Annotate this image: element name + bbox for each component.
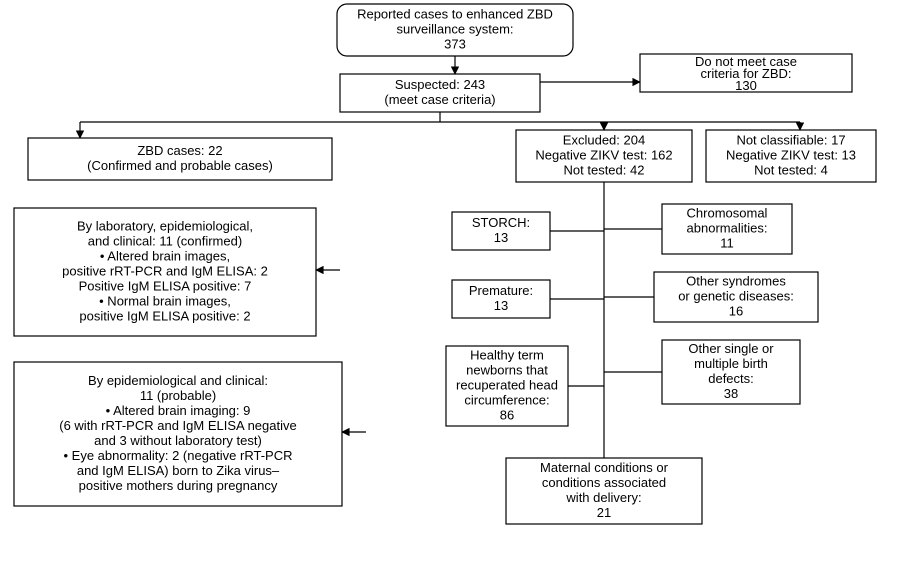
node-text: newborns that bbox=[466, 363, 548, 378]
node-text: positive mothers during pregnancy bbox=[79, 478, 278, 493]
node-text: positive IgM ELISA positive: 2 bbox=[79, 309, 250, 324]
node-text: Maternal conditions or bbox=[540, 460, 669, 475]
node-text: and clinical: 11 (confirmed) bbox=[88, 234, 242, 249]
node-text: 13 bbox=[494, 298, 508, 313]
node-text: (Confirmed and probable cases) bbox=[87, 158, 273, 173]
node-text: circumference: bbox=[464, 393, 549, 408]
node-text: • Normal brain images, bbox=[99, 294, 231, 309]
node-text: defects: bbox=[708, 371, 754, 386]
node-nomeet: Do not meet casecriteria for ZBD:130 bbox=[640, 54, 852, 93]
node-text: • Altered brain images, bbox=[100, 249, 230, 264]
node-storch: STORCH:13 bbox=[452, 212, 550, 250]
node-text: positive rRT-PCR and IgM ELISA: 2 bbox=[62, 264, 268, 279]
node-text: multiple birth bbox=[694, 356, 768, 371]
node-text: • Altered brain imaging: 9 bbox=[106, 403, 251, 418]
node-text: conditions associated bbox=[542, 475, 666, 490]
node-text: (6 with rRT-PCR and IgM ELISA negative bbox=[59, 418, 296, 433]
node-reported: Reported cases to enhanced ZBDsurveillan… bbox=[337, 4, 573, 56]
node-text: Other single or bbox=[688, 341, 774, 356]
node-text: and IgM ELISA) born to Zika virus– bbox=[77, 463, 280, 478]
node-text: Healthy term bbox=[470, 348, 544, 363]
node-text: 11 (probable) bbox=[140, 388, 216, 403]
node-zbd: ZBD cases: 22(Confirmed and probable cas… bbox=[28, 138, 332, 180]
node-chrom: Chromosomalabnormalities:11 bbox=[662, 204, 792, 254]
node-suspected: Suspected: 243(meet case criteria) bbox=[340, 74, 540, 112]
node-text: 373 bbox=[444, 37, 466, 52]
node-notclass: Not classifiable: 17Negative ZIKV test: … bbox=[706, 130, 876, 182]
node-text: Negative ZIKV test: 162 bbox=[535, 148, 672, 163]
node-text: Not tested: 4 bbox=[754, 163, 828, 178]
node-text: abnormalities: bbox=[687, 221, 768, 236]
node-text: or genetic diseases: bbox=[678, 289, 794, 304]
node-text: with delivery: bbox=[565, 490, 641, 505]
node-text: Excluded: 204 bbox=[563, 133, 645, 148]
node-text: Reported cases to enhanced ZBD bbox=[357, 7, 553, 22]
node-text: surveillance system: bbox=[396, 22, 513, 37]
node-text: and 3 without laboratory test) bbox=[94, 433, 262, 448]
node-probable: By epidemiological and clinical:11 (prob… bbox=[14, 362, 342, 506]
node-healthy: Healthy termnewborns thatrecuperated hea… bbox=[446, 346, 568, 426]
node-text: 21 bbox=[597, 505, 611, 520]
node-text: 38 bbox=[724, 386, 738, 401]
node-text: Not tested: 42 bbox=[564, 163, 645, 178]
node-text: Suspected: 243 bbox=[395, 77, 485, 92]
node-syndromes: Other syndromesor genetic diseases:16 bbox=[654, 272, 818, 322]
node-text: 86 bbox=[500, 408, 514, 423]
node-premature: Premature:13 bbox=[452, 280, 550, 318]
node-text: By laboratory, epidemiological, bbox=[77, 219, 253, 234]
node-text: 16 bbox=[729, 304, 743, 319]
node-text: • Eye abnormality: 2 (negative rRT-PCR bbox=[63, 448, 292, 463]
node-text: Negative ZIKV test: 13 bbox=[726, 148, 856, 163]
node-text: 11 bbox=[720, 236, 734, 251]
node-confirmed: By laboratory, epidemiological,and clini… bbox=[14, 208, 316, 336]
node-text: ZBD cases: 22 bbox=[137, 143, 222, 158]
node-text: Not classifiable: 17 bbox=[736, 133, 845, 148]
node-text: STORCH: bbox=[472, 215, 530, 230]
node-text: Chromosomal bbox=[687, 206, 768, 221]
node-text: recuperated head bbox=[456, 378, 558, 393]
node-text: Other syndromes bbox=[686, 274, 786, 289]
node-text: Premature: bbox=[469, 283, 533, 298]
node-maternal: Maternal conditions orconditions associa… bbox=[506, 458, 702, 524]
node-defects: Other single ormultiple birthdefects:38 bbox=[662, 340, 800, 404]
node-text: By epidemiological and clinical: bbox=[88, 373, 268, 388]
node-text: (meet case criteria) bbox=[384, 92, 495, 107]
node-excluded: Excluded: 204Negative ZIKV test: 162Not … bbox=[516, 130, 692, 182]
node-text: 13 bbox=[494, 230, 508, 245]
node-text: 130 bbox=[735, 78, 757, 93]
node-text: Positive IgM ELISA positive: 7 bbox=[79, 279, 252, 294]
